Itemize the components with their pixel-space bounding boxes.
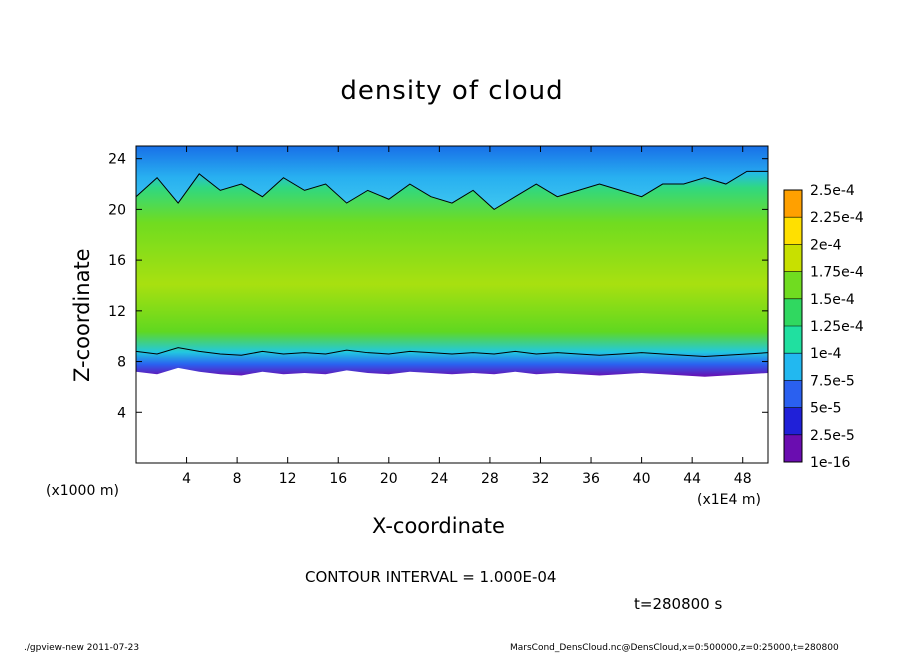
x-tick-label: 12: [279, 471, 297, 487]
x-tick-label: 28: [481, 471, 499, 487]
colorbar-band: [784, 380, 802, 408]
x-unit-label-right: (x1E4 m): [697, 492, 761, 508]
colorbar-band: [784, 298, 802, 326]
contour-interval-label: CONTOUR INTERVAL = 1.000E-04: [305, 568, 557, 586]
colorbar-label: 2e-4: [810, 237, 842, 253]
colorbar-band: [784, 271, 802, 299]
time-label: t=280800 s: [634, 595, 723, 613]
contour-line-base: [135, 347, 769, 357]
program-info: ./gpview-new 2011-07-23: [24, 643, 140, 653]
cloud-field: [136, 171, 768, 377]
colorbar-label: 7.5e-5: [810, 373, 855, 389]
colorbar-label: 1e-4: [810, 346, 842, 362]
x-tick-label: 24: [430, 471, 448, 487]
colorbar-band: [784, 190, 802, 218]
colorbar: 1e-16 2.5e-5 5e-5 7.5e-5 1e-4 1.25e-4 1.5e-4 1.…: [783, 183, 864, 471]
y-tick-label: 12: [108, 304, 126, 320]
chart-title: density of cloud: [340, 76, 564, 106]
colorbar-label: 1e-16: [810, 455, 850, 471]
y-tick-label: 24: [108, 152, 126, 168]
x-tick-label: 36: [582, 471, 600, 487]
contour-line-top: [135, 170, 768, 211]
colorbar-label: 1.25e-4: [810, 319, 864, 335]
x-tick-label: 20: [380, 471, 398, 487]
sky-fill: [136, 146, 768, 210]
colorbar-band: [784, 407, 802, 435]
source-info: MarsCond_DensCloud.nc@DensCloud,x=0:5000…: [510, 643, 839, 653]
x-tick-label: 4: [182, 471, 191, 487]
y-tick-label: 16: [108, 253, 126, 269]
x-tick-label: 40: [633, 471, 651, 487]
colorbar-label: 2.5e-5: [810, 428, 855, 444]
colorbar-label: 2.25e-4: [810, 210, 864, 226]
x-tick-label: 32: [532, 471, 550, 487]
colorbar-label: 1.5e-4: [810, 292, 855, 308]
y-tick-label: 20: [108, 202, 126, 218]
colorbar-band: [784, 244, 802, 272]
x-tick-label: 16: [329, 471, 347, 487]
colorbar-band: [784, 326, 802, 354]
colorbar-label: 1.75e-4: [810, 265, 864, 281]
plot-area: [135, 146, 769, 377]
plot-frame: [135, 145, 769, 464]
x-axis-label: X-coordinate: [372, 514, 505, 538]
colorbar-label: 5e-5: [810, 401, 841, 417]
y-axis-label: Z-coordinate: [70, 248, 94, 382]
colorbar-label: 2.5e-4: [810, 183, 855, 199]
colorbar-band: [784, 434, 802, 462]
colorbar-band: [784, 217, 802, 245]
y-tick-label: 8: [117, 355, 126, 371]
x-tick-label: 44: [683, 471, 701, 487]
x-tick-label: 8: [233, 471, 242, 487]
x-tick-label: 48: [734, 471, 752, 487]
y-tick-label: 4: [117, 405, 126, 421]
colorbar-band: [784, 353, 802, 381]
x-unit-label-left: (x1000 m): [46, 483, 119, 499]
